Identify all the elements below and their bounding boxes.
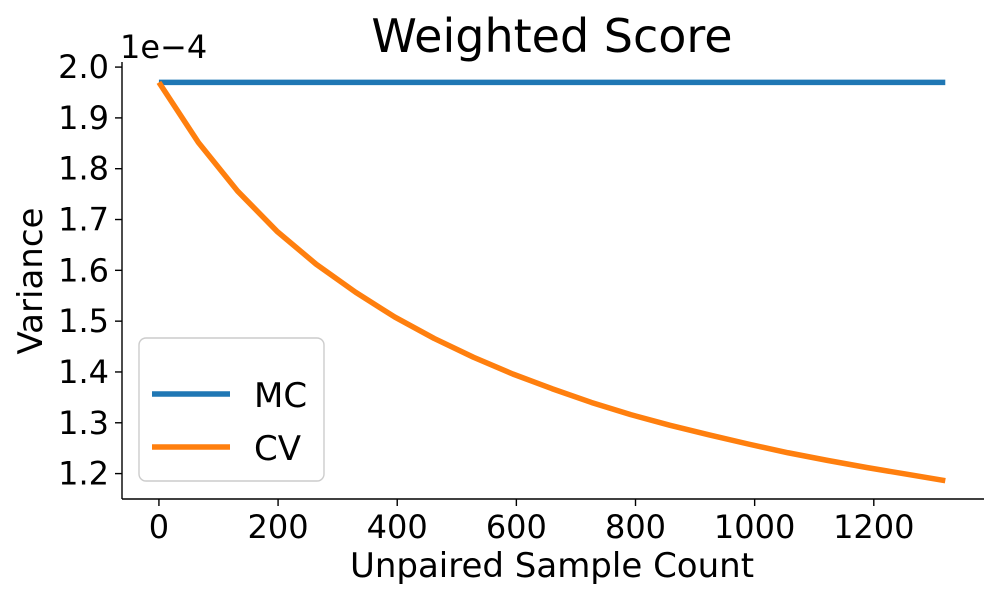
chart-title: Weighted Score	[371, 9, 732, 63]
y-tick-label: 1.9	[58, 99, 109, 137]
legend-label-mc: MC	[254, 376, 307, 416]
y-axis-offset-label: 1e−4	[120, 28, 207, 66]
y-tick-label: 1.3	[58, 404, 109, 442]
y-tick-label: 1.5	[58, 302, 109, 340]
x-tick-label: 800	[605, 508, 666, 546]
legend: MC CV	[138, 337, 325, 482]
x-tick-label: 1200	[833, 508, 914, 546]
legend-label-cv: CV	[254, 429, 301, 469]
x-axis-ticks: 0 200 400 600 800 1000 1200	[149, 499, 915, 546]
x-tick-label: 600	[486, 508, 547, 546]
y-tick-label: 1.4	[58, 353, 109, 391]
y-tick-label: 1.2	[58, 455, 109, 493]
x-tick-label: 200	[248, 508, 309, 546]
series-line-cv	[156, 80, 946, 484]
y-tick-label: 1.7	[58, 201, 109, 239]
y-axis-ticks: 1.2 1.3 1.4 1.5 1.6 1.7 1.8 1.9 2.0	[58, 48, 122, 493]
y-tick-label: 1.6	[58, 251, 109, 289]
x-tick-label: 0	[149, 508, 169, 546]
y-tick-label: 1.8	[58, 150, 109, 188]
x-tick-label: 1000	[714, 508, 795, 546]
plot-area	[156, 79, 946, 484]
x-tick-label: 400	[367, 508, 428, 546]
y-tick-label: 2.0	[58, 48, 109, 86]
x-axis-label: Unpaired Sample Count	[350, 546, 754, 586]
y-axis-label: Variance	[11, 208, 51, 355]
